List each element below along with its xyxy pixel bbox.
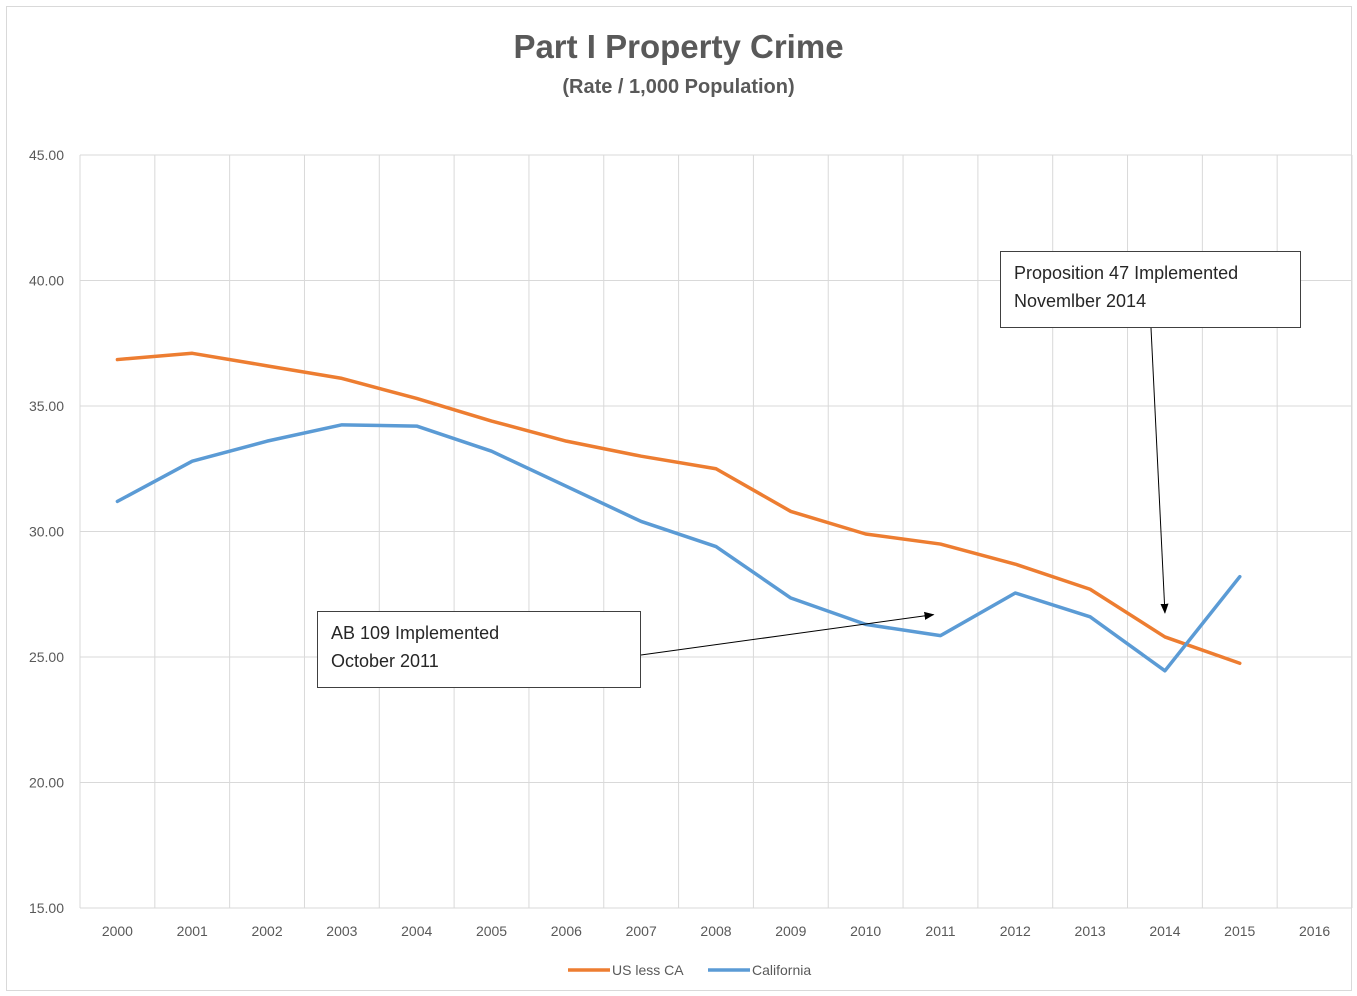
- annotation-ab109: AB 109 Implemented October 2011: [317, 611, 641, 688]
- chart-subtitle: (Rate / 1,000 Population): [562, 76, 795, 98]
- annotation-ab109-line2: October 2011: [331, 651, 439, 671]
- x-tick-label: 2003: [326, 923, 357, 939]
- y-tick-label: 40.00: [29, 273, 64, 289]
- x-tick-label: 2010: [850, 923, 881, 939]
- x-tick-label: 2011: [925, 923, 955, 939]
- annotation-prop47-line1: Proposition 47 Implemented: [1014, 263, 1239, 283]
- annotation-ab109-line1: AB 109 Implemented: [331, 623, 500, 643]
- x-tick-label: 2007: [626, 923, 657, 939]
- x-tick-label: 2006: [551, 923, 582, 939]
- annotation-prop47: Proposition 47 Implemented Novemlber 201…: [1000, 251, 1301, 328]
- x-tick-label: 2002: [251, 923, 282, 939]
- x-tick-label: 2000: [102, 923, 133, 939]
- y-tick-label: 20.00: [29, 775, 64, 791]
- x-tick-label: 2004: [401, 923, 432, 939]
- x-tick-label: 2001: [177, 923, 208, 939]
- x-tick-label: 2013: [1075, 923, 1106, 939]
- legend-label: California: [752, 962, 811, 978]
- y-tick-label: 25.00: [29, 649, 64, 665]
- x-tick-label: 2016: [1299, 923, 1330, 939]
- y-tick-label: 30.00: [29, 524, 64, 540]
- series-line-us-less-ca: [115, 351, 1242, 666]
- annotation-prop47-arrow: [1150, 327, 1169, 614]
- series-line-california: [115, 423, 1242, 673]
- annotation-ab109-arrow: [640, 611, 935, 656]
- y-tick-label: 45.00: [29, 147, 64, 163]
- y-tick-label: 35.00: [29, 398, 64, 414]
- x-tick-label: 2009: [775, 923, 806, 939]
- legend-label: US less CA: [612, 962, 684, 978]
- x-tick-label: 2015: [1224, 923, 1255, 939]
- y-tick-label: 15.00: [29, 900, 64, 916]
- x-tick-label: 2005: [476, 923, 507, 939]
- chart-title: Part I Property Crime: [513, 28, 844, 65]
- x-tick-label: 2014: [1149, 923, 1180, 939]
- x-tick-label: 2012: [1000, 923, 1031, 939]
- annotation-prop47-line2: Novemlber 2014: [1014, 291, 1147, 311]
- x-tick-label: 2008: [700, 923, 731, 939]
